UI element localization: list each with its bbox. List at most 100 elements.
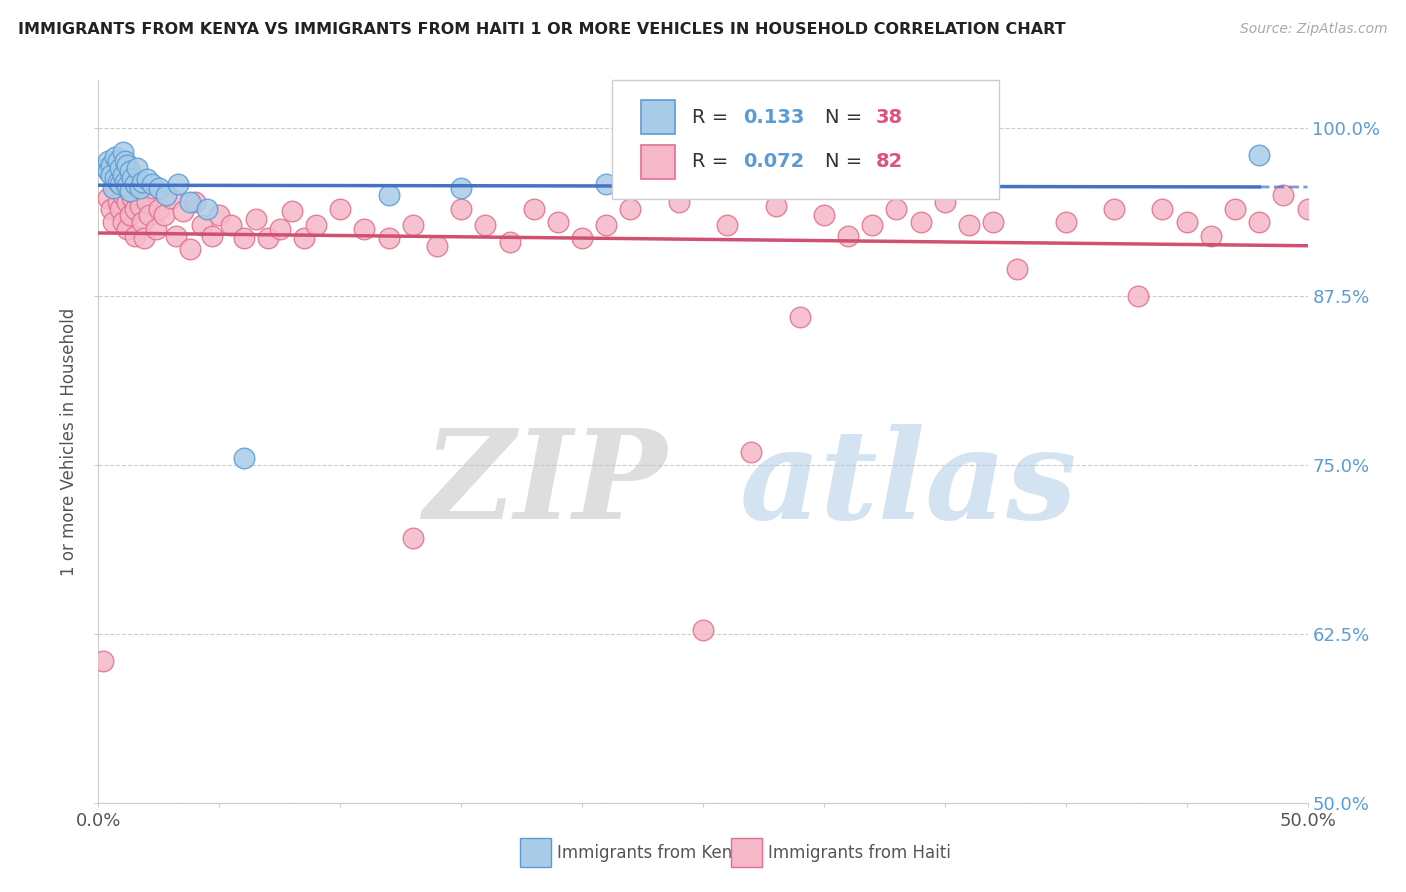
Point xyxy=(450,181,472,195)
Point xyxy=(104,150,127,164)
Text: 0.072: 0.072 xyxy=(742,153,804,171)
Point xyxy=(160,191,183,205)
Point xyxy=(148,181,170,195)
Point xyxy=(353,222,375,236)
Point xyxy=(256,231,278,245)
FancyBboxPatch shape xyxy=(641,145,675,179)
Point xyxy=(208,208,231,222)
Point xyxy=(111,168,134,182)
Point xyxy=(1175,215,1198,229)
Point xyxy=(957,218,980,232)
Point xyxy=(184,194,207,209)
Point xyxy=(97,154,120,169)
Text: ZIP: ZIP xyxy=(423,424,666,546)
Text: R =: R = xyxy=(692,153,734,171)
Point xyxy=(152,208,174,222)
Point xyxy=(450,202,472,216)
Text: 82: 82 xyxy=(876,153,903,171)
Point xyxy=(118,184,141,198)
Point xyxy=(221,218,243,232)
Point xyxy=(114,175,136,189)
Point xyxy=(107,175,129,189)
Point xyxy=(138,208,160,222)
Point xyxy=(100,158,122,172)
Point xyxy=(167,178,190,192)
Point xyxy=(934,194,956,209)
Point xyxy=(131,175,153,189)
Point xyxy=(426,239,449,253)
Point xyxy=(201,228,224,243)
Point xyxy=(910,215,932,229)
Point xyxy=(377,231,399,245)
Text: 38: 38 xyxy=(876,108,903,127)
Point xyxy=(127,161,149,175)
Point xyxy=(101,181,124,195)
Point xyxy=(97,191,120,205)
Point xyxy=(117,178,139,193)
Point xyxy=(111,188,134,202)
Point xyxy=(124,202,146,216)
Point xyxy=(1152,202,1174,216)
Point xyxy=(1296,202,1319,216)
Point xyxy=(107,194,129,209)
Point xyxy=(124,228,146,243)
Point xyxy=(1007,262,1029,277)
Point xyxy=(135,194,157,209)
Point xyxy=(789,175,811,189)
Point xyxy=(232,231,254,245)
Point xyxy=(1102,202,1125,216)
Point xyxy=(100,168,122,182)
Point xyxy=(1054,215,1077,229)
Text: atlas: atlas xyxy=(740,424,1077,546)
FancyBboxPatch shape xyxy=(641,100,675,135)
Point xyxy=(94,161,117,175)
Point xyxy=(141,181,163,195)
Point xyxy=(108,202,131,216)
Point xyxy=(135,172,157,186)
Point xyxy=(179,194,201,209)
Point xyxy=(118,163,141,178)
Point xyxy=(981,215,1004,229)
Point xyxy=(118,186,141,200)
Point xyxy=(837,228,859,243)
Text: IMMIGRANTS FROM KENYA VS IMMIGRANTS FROM HAITI 1 OR MORE VEHICLES IN HOUSEHOLD C: IMMIGRANTS FROM KENYA VS IMMIGRANTS FROM… xyxy=(18,22,1066,37)
Point xyxy=(1272,188,1295,202)
Point xyxy=(145,222,167,236)
Point xyxy=(117,158,139,172)
Point xyxy=(155,188,177,202)
Point xyxy=(101,215,124,229)
Point xyxy=(232,451,254,466)
Point xyxy=(523,202,546,216)
Point xyxy=(716,218,738,232)
Point xyxy=(117,194,139,209)
Point xyxy=(860,218,883,232)
Point xyxy=(595,178,617,192)
Point xyxy=(127,188,149,202)
FancyBboxPatch shape xyxy=(613,80,1000,200)
Point xyxy=(402,218,425,232)
Point xyxy=(765,199,787,213)
Point xyxy=(131,215,153,229)
Point xyxy=(124,178,146,192)
Point xyxy=(100,202,122,216)
Text: Source: ZipAtlas.com: Source: ZipAtlas.com xyxy=(1240,22,1388,37)
Text: 0.133: 0.133 xyxy=(742,108,804,127)
Point xyxy=(195,202,218,216)
Point xyxy=(104,181,127,195)
Point xyxy=(117,222,139,236)
Point xyxy=(789,310,811,324)
Point xyxy=(269,222,291,236)
Text: N =: N = xyxy=(825,153,869,171)
Point xyxy=(1249,215,1271,229)
Text: R =: R = xyxy=(692,108,734,127)
Point xyxy=(172,204,194,219)
Point xyxy=(813,208,835,222)
Point xyxy=(179,242,201,256)
Y-axis label: 1 or more Vehicles in Household: 1 or more Vehicles in Household xyxy=(60,308,79,575)
Point xyxy=(402,531,425,545)
Point xyxy=(498,235,520,250)
Point xyxy=(1128,289,1150,303)
Point xyxy=(329,202,352,216)
Point xyxy=(305,218,328,232)
Point xyxy=(108,178,131,192)
